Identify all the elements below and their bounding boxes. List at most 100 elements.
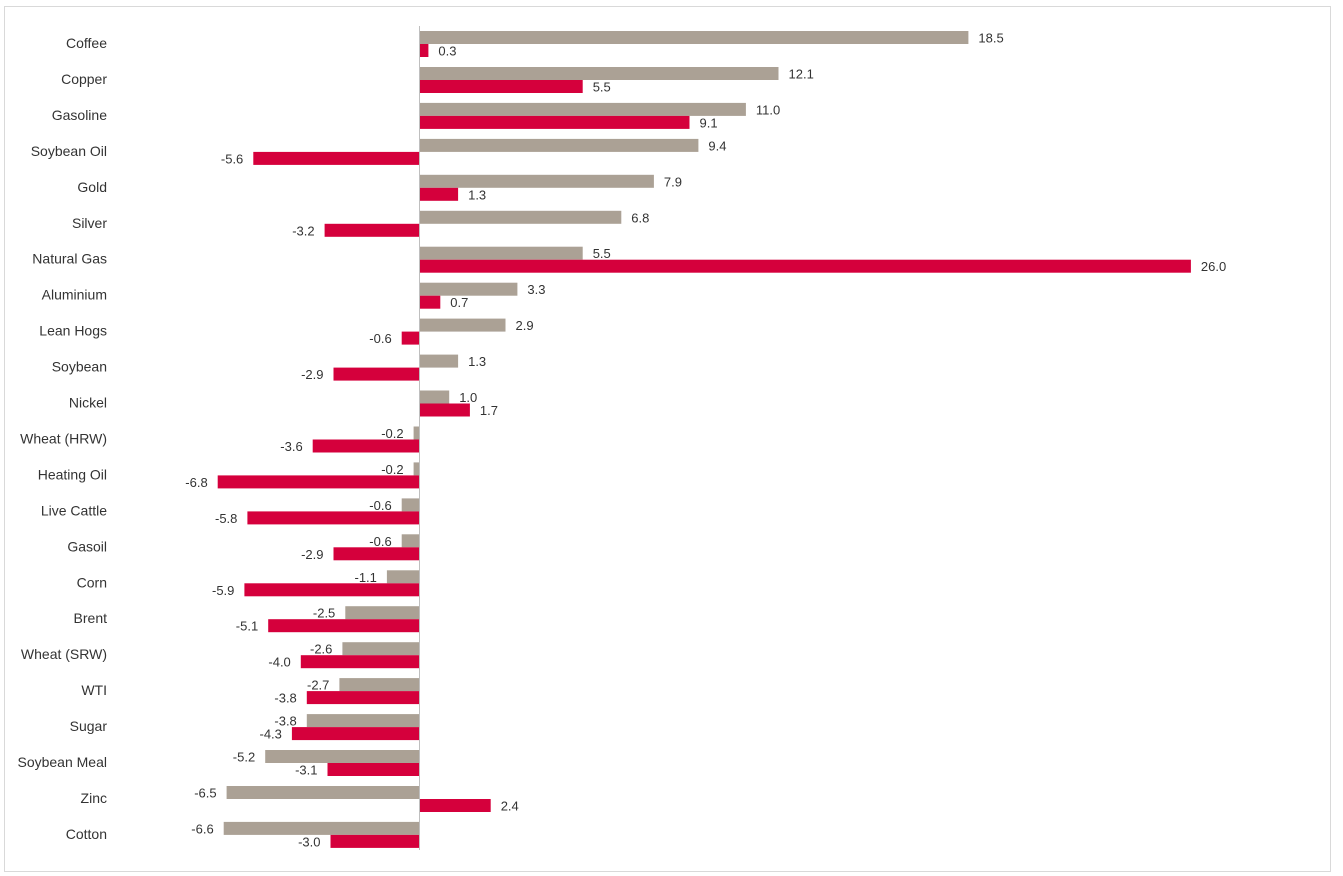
- data-label: 1.0: [459, 390, 477, 405]
- data-label: -0.6: [369, 331, 391, 346]
- data-label: -0.6: [369, 498, 391, 513]
- data-label: -3.0: [298, 834, 320, 849]
- category-label: Corn: [77, 574, 107, 590]
- bar: [300, 655, 420, 669]
- bar: [333, 547, 420, 561]
- bar: [265, 750, 420, 763]
- data-label: 1.7: [480, 403, 498, 418]
- data-label: 2.9: [516, 318, 534, 333]
- category-label: Natural Gas: [32, 251, 107, 267]
- bar: [333, 367, 420, 381]
- bar: [226, 786, 420, 799]
- bar: [401, 534, 420, 548]
- bar: [419, 318, 506, 332]
- data-label: -5.9: [212, 583, 234, 598]
- bar: [217, 475, 420, 489]
- data-label: 11.0: [756, 102, 780, 117]
- bar: [345, 606, 420, 620]
- category-label: Cotton: [66, 826, 107, 842]
- category-label: Wheat (HRW): [20, 431, 107, 447]
- data-label: -3.8: [274, 691, 296, 706]
- bar: [419, 187, 459, 201]
- category-label: Wheat (SRW): [21, 646, 107, 662]
- category-label: Gasoline: [52, 107, 107, 123]
- data-label: 5.5: [593, 246, 611, 261]
- bar: [419, 390, 450, 404]
- category-label: Live Cattle: [41, 502, 107, 518]
- bar: [419, 102, 746, 116]
- category-label: Soybean Oil: [31, 143, 107, 159]
- category-label: Aluminium: [42, 287, 107, 303]
- data-label: -2.5: [313, 606, 335, 621]
- data-label: 0.7: [450, 295, 468, 310]
- data-label: -2.9: [301, 367, 323, 382]
- bar: [419, 354, 459, 368]
- bar: [386, 570, 420, 584]
- category-label: Soybean Meal: [17, 754, 107, 770]
- bar: [268, 619, 420, 633]
- data-label: -6.5: [194, 786, 216, 801]
- data-label: -3.2: [292, 223, 314, 238]
- data-label: -2.7: [307, 678, 329, 693]
- bar: [419, 67, 779, 80]
- data-label: -5.8: [215, 511, 237, 526]
- bar: [419, 44, 429, 57]
- category-label: Soybean: [52, 359, 107, 375]
- bar: [401, 498, 420, 512]
- data-label: -2.6: [310, 642, 332, 657]
- category-label: Gasoil: [67, 538, 107, 554]
- data-label: 26.0: [1201, 259, 1226, 274]
- data-label: 0.3: [438, 44, 456, 59]
- bar: [419, 31, 969, 44]
- data-label: -5.1: [236, 619, 258, 634]
- data-label: 9.4: [708, 138, 726, 153]
- data-label: -5.2: [233, 750, 255, 765]
- data-label: -0.6: [369, 534, 391, 549]
- data-label: -6.8: [185, 475, 207, 490]
- bar: [419, 259, 1191, 273]
- data-label: -5.6: [221, 151, 243, 166]
- bar: [419, 138, 699, 152]
- bar: [413, 462, 420, 476]
- bar: [419, 174, 654, 188]
- bar: [419, 210, 622, 224]
- category-label: Brent: [74, 610, 108, 626]
- bar: [419, 246, 583, 260]
- bar: [342, 642, 420, 656]
- bar: [339, 678, 420, 692]
- bar: [419, 282, 518, 296]
- data-label: -3.1: [295, 763, 317, 778]
- data-label: 5.5: [593, 80, 611, 95]
- category-label: Lean Hogs: [39, 323, 107, 339]
- category-label: WTI: [81, 682, 107, 698]
- bar: [419, 295, 441, 309]
- data-label: -0.2: [381, 462, 403, 477]
- data-label: -3.6: [280, 439, 302, 454]
- data-label: 7.9: [664, 174, 682, 189]
- data-label: 12.1: [789, 67, 814, 82]
- bar: [291, 727, 420, 741]
- data-label: 1.3: [468, 187, 486, 202]
- bar: [419, 403, 470, 417]
- bar: [247, 511, 420, 525]
- data-label: 2.4: [501, 799, 519, 814]
- data-label: -4.0: [268, 655, 290, 670]
- bar: [306, 691, 420, 705]
- category-label: Copper: [61, 71, 107, 87]
- bar: [312, 439, 420, 453]
- data-label: 3.3: [527, 282, 545, 297]
- data-label: 18.5: [978, 31, 1003, 46]
- data-label: -2.9: [301, 547, 323, 562]
- bar: [419, 80, 583, 93]
- bar: [324, 223, 420, 237]
- category-label: Zinc: [81, 790, 107, 806]
- bar: [413, 426, 420, 440]
- data-label: 9.1: [700, 115, 718, 130]
- data-label: -1.1: [354, 570, 376, 585]
- bar: [401, 331, 420, 345]
- data-label: 6.8: [631, 210, 649, 225]
- bar: [327, 763, 420, 776]
- bar: [419, 115, 690, 129]
- bar: [306, 714, 420, 728]
